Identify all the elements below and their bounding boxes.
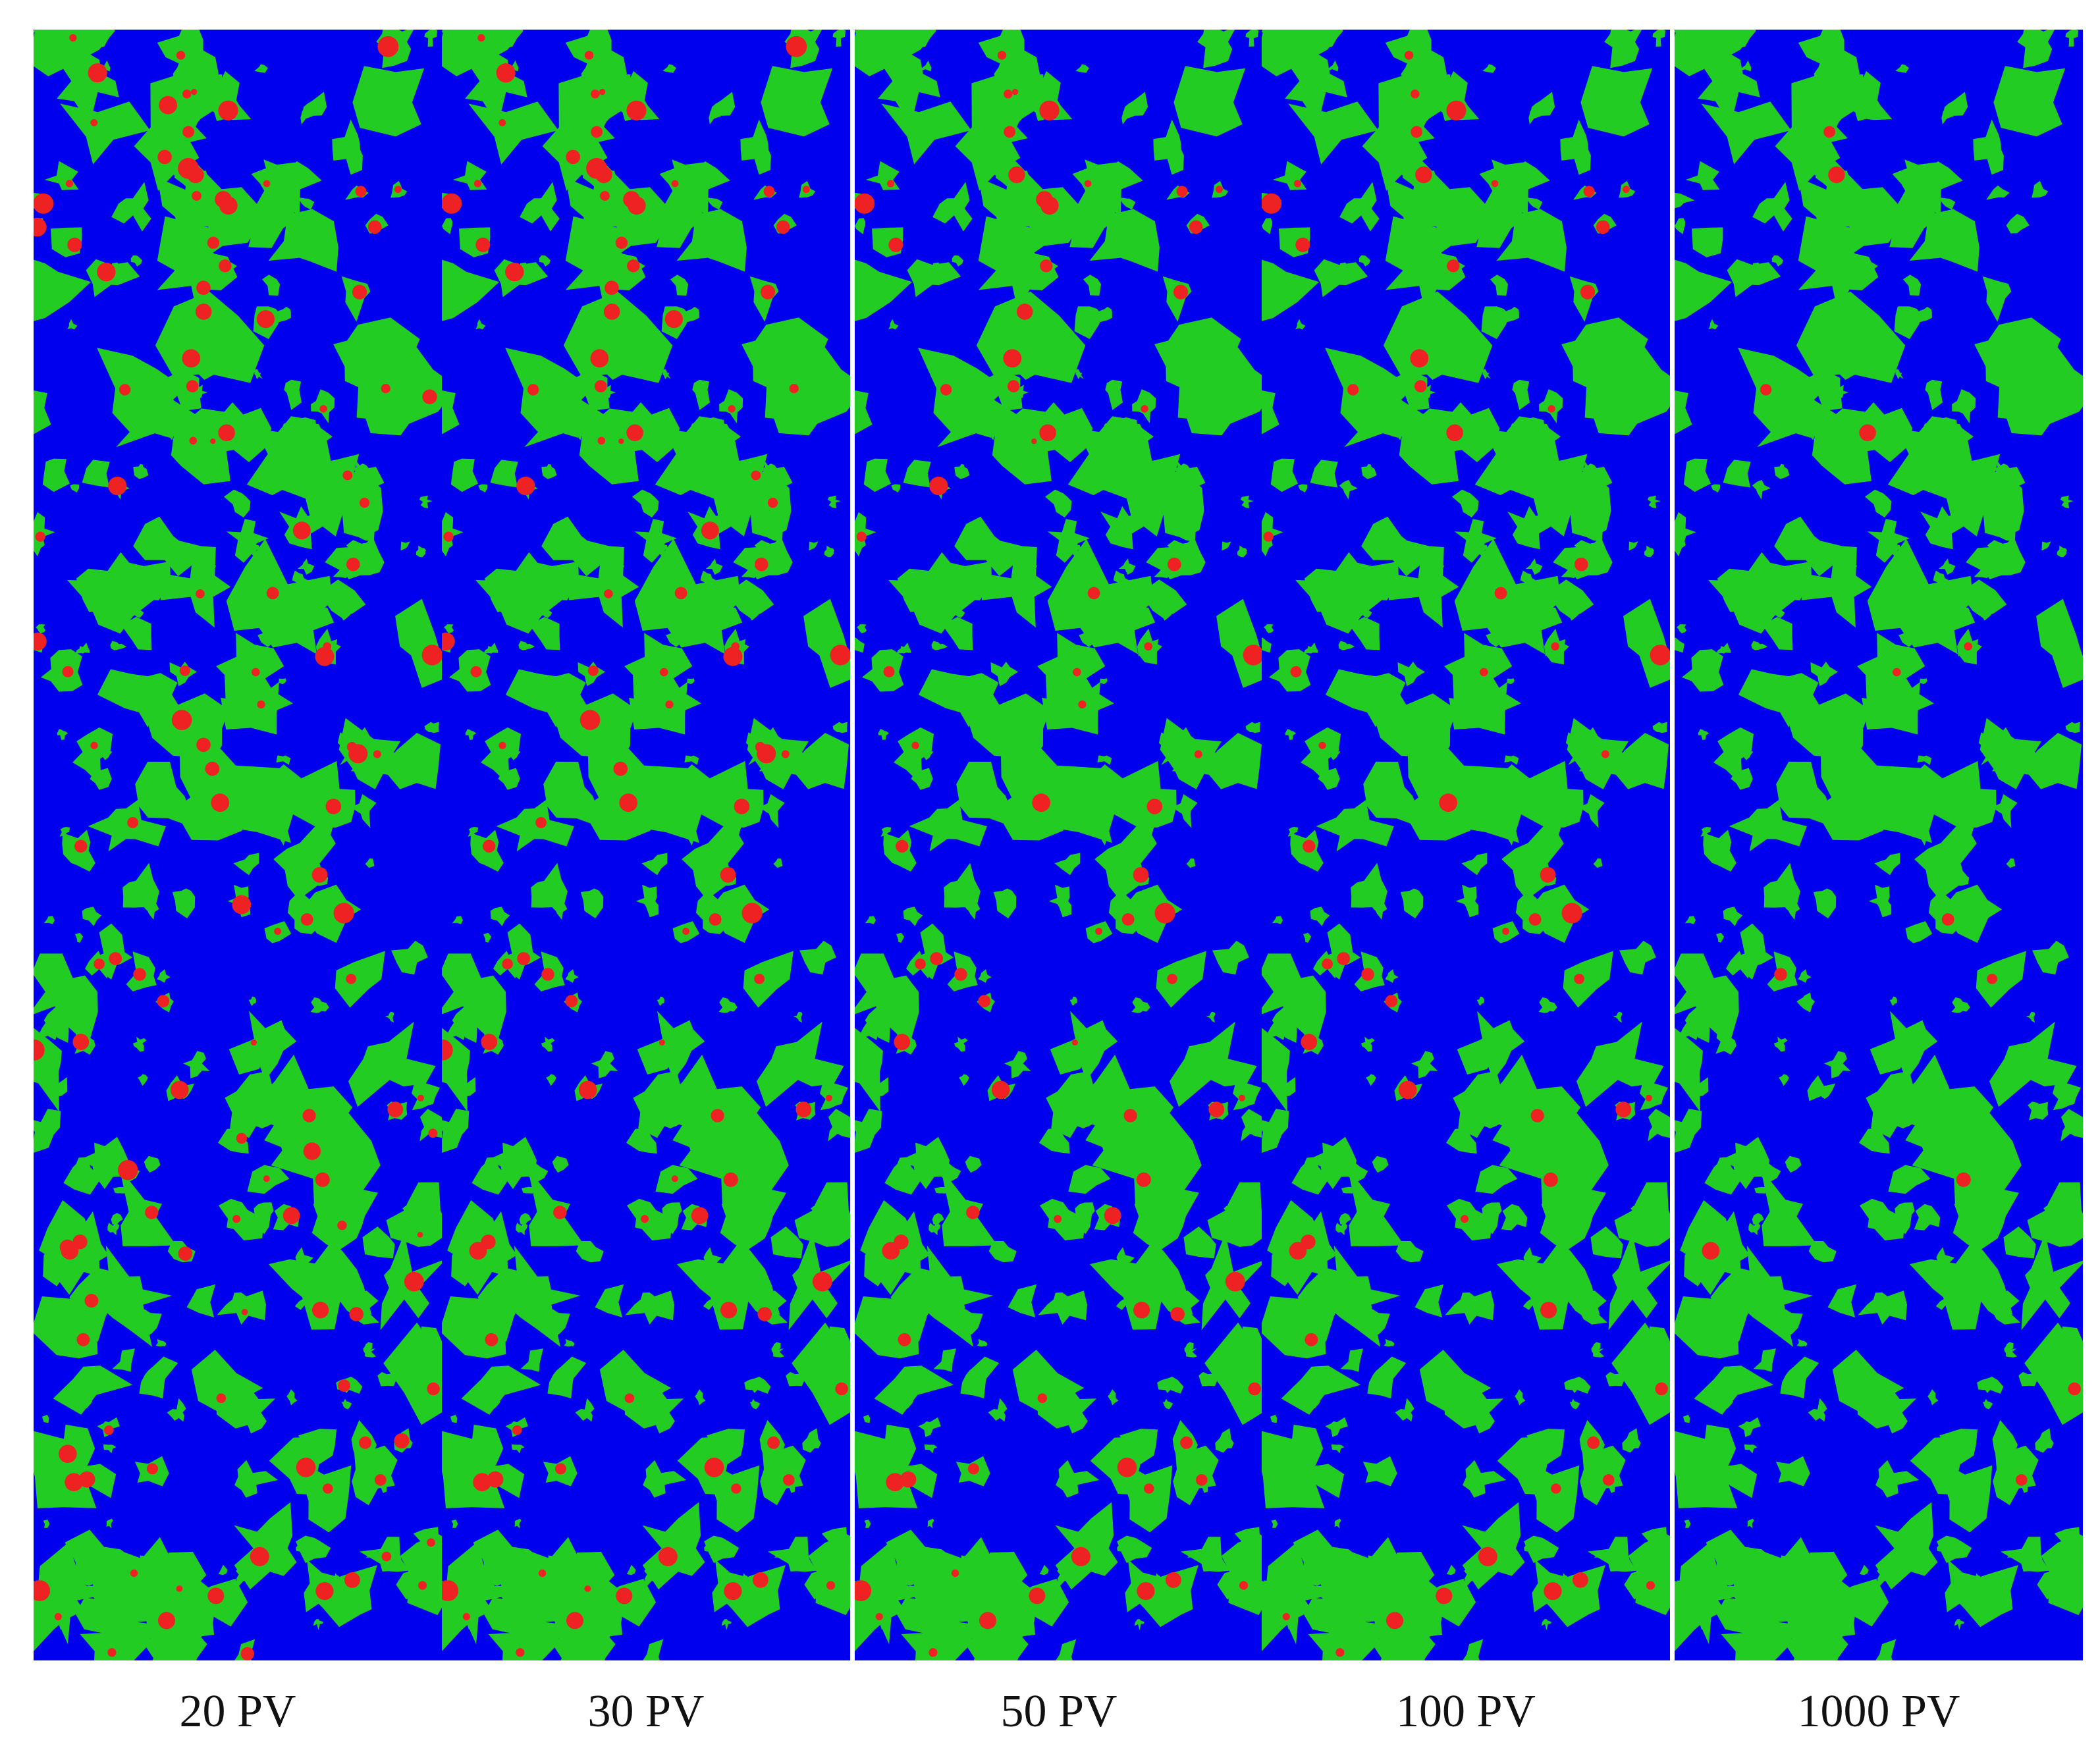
panel-label: 1000 PV (1798, 1686, 1960, 1737)
panel-image (855, 30, 1263, 1660)
residual-spots (34, 34, 442, 1660)
panel (442, 30, 850, 1660)
residual-spots (855, 51, 1263, 1657)
residual-spots (1702, 126, 2081, 1486)
panel-label: 100 PV (1396, 1686, 1536, 1737)
panel-image (1675, 30, 2083, 1660)
residual-spots (1262, 51, 1670, 1657)
panel (1675, 30, 2083, 1660)
panel-label: 50 PV (1001, 1686, 1117, 1737)
residual-spots (442, 34, 850, 1657)
panel (855, 30, 1263, 1660)
panel (34, 30, 442, 1660)
panel (1262, 30, 1670, 1660)
panel-label: 20 PV (180, 1686, 296, 1737)
panel-image (1262, 30, 1670, 1660)
panel-label: 30 PV (588, 1686, 705, 1737)
panel-image (442, 30, 850, 1660)
panel-image (34, 30, 442, 1660)
